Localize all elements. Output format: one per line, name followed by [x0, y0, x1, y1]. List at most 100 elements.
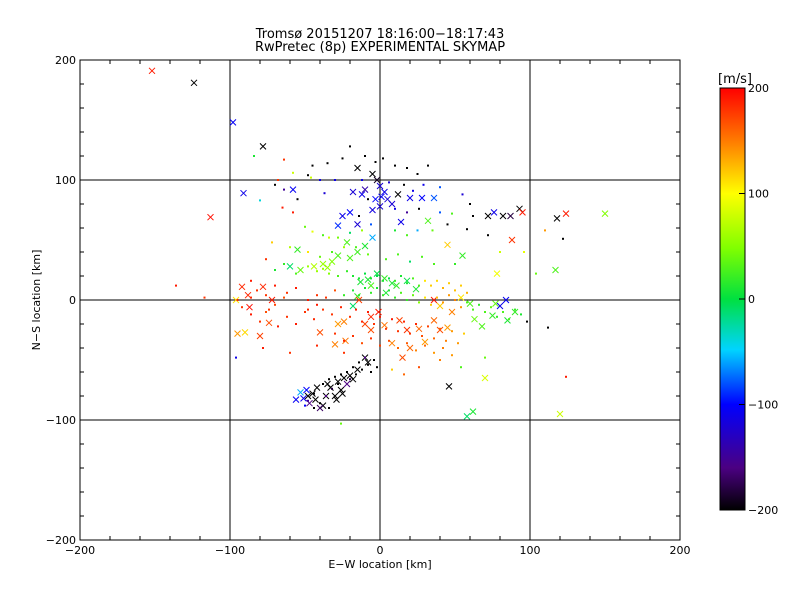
data-point-dot [412, 277, 414, 280]
data-point-dot [259, 320, 261, 323]
data-point-dot [316, 294, 318, 297]
colorbar-tick-label: 100 [748, 188, 769, 201]
data-point-dot [304, 311, 306, 313]
data-point-cross [300, 395, 307, 402]
chart-title-line1: Tromsø 20151207 18:16:00−18:17:43 [255, 27, 505, 42]
data-point-cross [316, 404, 324, 412]
data-point-cross [240, 189, 247, 197]
data-point-cross [399, 354, 406, 361]
data-point-dot [382, 157, 384, 160]
data-point-dot [241, 306, 243, 309]
data-point-cross [369, 170, 376, 178]
data-point-cross [343, 239, 351, 246]
data-point-dot [307, 174, 309, 177]
data-point-dot [367, 198, 369, 201]
data-point-cross [331, 341, 339, 348]
data-point-cross [343, 380, 351, 388]
data-point-cross [424, 217, 432, 225]
data-point-dot [461, 193, 464, 196]
data-point-cross [369, 234, 376, 241]
data-point-dot [331, 251, 333, 253]
data-point-cross [376, 203, 384, 210]
data-point-dot [409, 332, 411, 335]
data-point-dot [328, 272, 330, 275]
data-point-cross [394, 191, 402, 198]
data-point-dot [406, 282, 408, 285]
data-point-dot [397, 330, 399, 333]
y-tick-label: −200 [46, 534, 76, 547]
data-point-cross [358, 191, 366, 198]
data-point-dot [319, 255, 321, 258]
data-point-dot [397, 347, 399, 349]
data-point-cross [406, 194, 414, 202]
data-point-dot [403, 320, 405, 323]
data-point-cross [397, 218, 405, 226]
data-point-dot [427, 164, 429, 167]
data-point-cross [412, 285, 420, 293]
data-point-dot [250, 296, 252, 299]
data-point-cross [337, 386, 345, 394]
data-point-dot [406, 342, 408, 345]
data-point-dot [316, 344, 318, 347]
data-point-cross [286, 263, 294, 270]
data-point-cross [328, 258, 336, 265]
data-point-dot [374, 161, 377, 163]
data-point-cross [444, 324, 451, 331]
data-point-cross [369, 206, 376, 214]
data-point-cross [421, 338, 429, 346]
data-point-dot [469, 203, 471, 205]
data-point-cross [232, 296, 240, 304]
data-point-dot [358, 277, 360, 280]
data-point-dot [346, 270, 348, 273]
data-point-dot [295, 323, 297, 325]
y-tick-label: 0 [69, 294, 76, 307]
data-point-dot [262, 347, 264, 349]
data-point-dot [451, 212, 453, 215]
data-point-dot [382, 279, 384, 282]
data-point-dot [349, 315, 351, 318]
data-point-dot [322, 234, 324, 237]
data-point-cross [246, 303, 253, 311]
data-point-dot [406, 299, 408, 301]
data-point-dot [547, 326, 549, 329]
data-point-cross [418, 194, 426, 202]
data-point-cross [265, 319, 273, 327]
data-point-dot [433, 351, 435, 354]
data-point-dot [406, 211, 408, 214]
data-point-dot [355, 308, 357, 311]
data-point-dot [307, 308, 309, 311]
data-point-cross [484, 212, 492, 220]
data-point-cross [471, 315, 478, 323]
data-point-dot [418, 301, 420, 304]
data-point-dot [328, 378, 330, 381]
data-point-dot [490, 306, 492, 309]
data-point-dot [418, 284, 420, 287]
data-point-cross [354, 248, 361, 256]
data-point-dot [343, 351, 345, 354]
data-point-dot [379, 344, 381, 347]
data-point-dot [460, 306, 462, 309]
data-point-dot [436, 279, 438, 282]
data-point-dot [427, 325, 429, 328]
data-point-cross [355, 296, 363, 304]
data-point-dot [439, 211, 441, 214]
data-point-dot [334, 179, 336, 181]
data-point-cross [367, 282, 375, 289]
data-point-dot [472, 308, 474, 311]
data-point-dot [331, 313, 333, 316]
data-point-dot [313, 318, 315, 321]
data-point-dot [296, 198, 299, 201]
data-point-dot [355, 246, 357, 249]
data-point-cross [388, 200, 396, 208]
data-point-dot [448, 294, 450, 297]
data-point-dot [358, 361, 360, 364]
data-point-cross [309, 390, 316, 397]
data-point-cross [459, 252, 466, 259]
chart-title-line2: RwPretec (8p) EXPERIMENTAL SKYMAP [255, 40, 505, 55]
y-tick-label: −100 [46, 414, 76, 427]
data-point-dot [400, 291, 402, 294]
data-point-dot [274, 183, 276, 186]
data-point-dot [394, 229, 396, 232]
data-point-dot [352, 275, 354, 277]
data-point-cross [361, 186, 369, 193]
